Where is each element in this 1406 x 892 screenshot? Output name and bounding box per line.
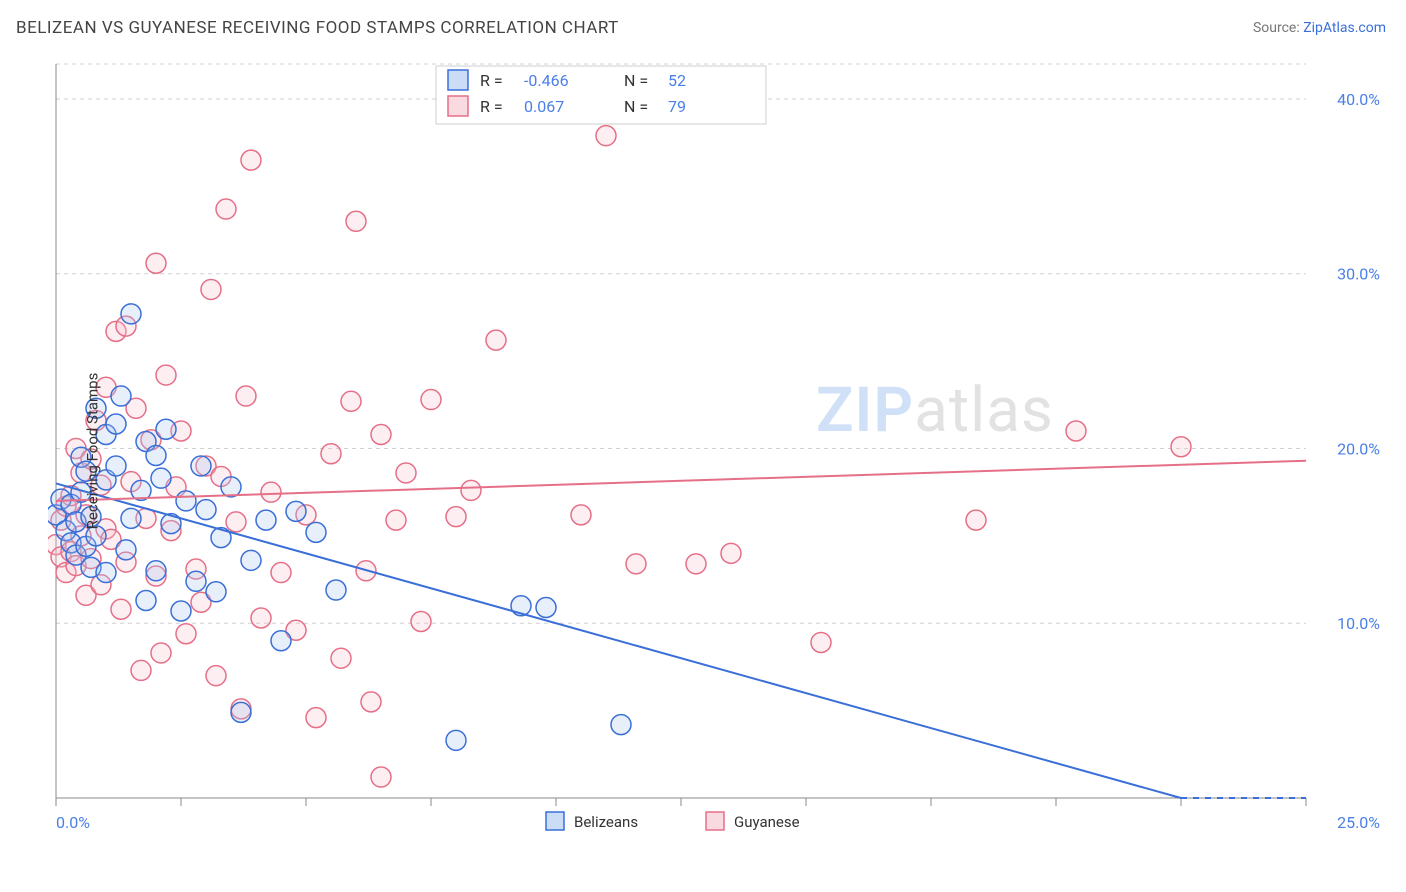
scatter-point-guyanese [216,199,236,219]
scatter-point-guyanese [176,624,196,644]
trendline-belizeans [56,483,1181,798]
scatter-point-guyanese [626,554,646,574]
scatter-point-guyanese [271,563,291,583]
scatter-point-belizeans [146,561,166,581]
scatter-point-guyanese [386,510,406,530]
scatter-point-guyanese [251,608,271,628]
legend-r-label: R = [480,71,503,90]
scatter-point-guyanese [371,767,391,787]
scatter-point-belizeans [96,563,116,583]
scatter-point-belizeans [241,550,261,570]
source-value: ZipAtlas.com [1303,20,1386,36]
scatter-point-guyanese [241,150,261,170]
chart-title: BELIZEAN VS GUYANESE RECEIVING FOOD STAM… [16,18,619,38]
scatter-point-belizeans [136,591,156,611]
scatter-point-guyanese [1066,421,1086,441]
scatter-point-guyanese [966,510,986,530]
scatter-point-belizeans [286,501,306,521]
y-tick-label: 30.0% [1337,265,1380,284]
scatter-point-guyanese [306,708,326,728]
scatter-point-belizeans [106,456,126,476]
scatter-point-guyanese [236,386,256,406]
series-swatch [546,812,564,830]
scatter-point-guyanese [446,507,466,527]
scatter-point-belizeans [156,419,176,439]
scatter-point-belizeans [221,477,241,497]
correlation-scatter-plot: ZIPatlas 0.0% 25.0% 10.0% 20.0% 30.0% 40.0% R =… [48,56,1386,846]
y-axis-label: Receiving Food Stamps [83,373,101,530]
scatter-point-guyanese [131,660,151,680]
scatter-point-belizeans [186,571,206,591]
scatter-point-guyanese [421,390,441,410]
scatter-point-belizeans [106,414,126,434]
legend-swatch-belizeans [448,70,468,90]
scatter-point-belizeans [116,540,136,560]
scatter-point-belizeans [176,491,196,511]
scatter-point-belizeans [611,715,631,735]
scatter-point-guyanese [361,692,381,712]
x-tick-label: 0.0% [56,813,90,832]
scatter-point-belizeans [231,702,251,722]
scatter-point-guyanese [146,253,166,273]
scatter-point-guyanese [486,330,506,350]
scatter-point-belizeans [206,582,226,602]
scatter-point-guyanese [571,505,591,525]
y-tick-label: 20.0% [1337,439,1380,458]
scatter-point-guyanese [321,444,341,464]
scatter-point-guyanese [721,543,741,563]
series-swatch [706,812,724,830]
scatter-point-guyanese [151,643,171,663]
legend-n-label: N = [624,97,648,116]
y-tick-label: 40.0% [1337,90,1380,109]
legend-n-value: 52 [668,71,686,90]
watermark: ZIPatlas [816,374,1054,447]
scatter-point-belizeans [326,580,346,600]
x-tick-label: 25.0% [1337,813,1380,832]
scatter-point-belizeans [111,386,131,406]
scatter-point-guyanese [261,482,281,502]
scatter-point-guyanese [686,554,706,574]
scatter-point-guyanese [396,463,416,483]
series-label: Guyanese [734,813,800,831]
scatter-point-guyanese [1171,437,1191,457]
scatter-point-guyanese [411,611,431,631]
scatter-point-guyanese [811,632,831,652]
legend-r-label: R = [480,97,503,116]
scatter-point-guyanese [331,648,351,668]
source-label: Source: [1253,20,1303,36]
trendline-guyanese [56,461,1306,501]
scatter-point-belizeans [121,304,141,324]
legend-r-value: 0.067 [524,97,564,116]
source-credit: Source: ZipAtlas.com [1253,20,1386,36]
legend-n-label: N = [624,71,648,90]
legend-r-value: -0.466 [524,71,569,90]
scatter-point-belizeans [271,631,291,651]
scatter-point-guyanese [111,599,131,619]
scatter-point-belizeans [306,522,326,542]
series-label: Belizeans [574,813,638,831]
scatter-point-belizeans [446,730,466,750]
scatter-point-guyanese [461,480,481,500]
y-tick-label: 10.0% [1337,614,1380,633]
scatter-point-belizeans [191,456,211,476]
scatter-point-guyanese [156,365,176,385]
scatter-point-guyanese [346,211,366,231]
scatter-point-guyanese [201,279,221,299]
scatter-point-belizeans [171,601,191,621]
scatter-point-guyanese [206,666,226,686]
scatter-point-belizeans [121,508,141,528]
scatter-point-guyanese [371,424,391,444]
scatter-point-guyanese [596,126,616,146]
scatter-point-belizeans [536,598,556,618]
scatter-point-guyanese [341,391,361,411]
legend-n-value: 79 [668,97,686,116]
scatter-point-belizeans [146,445,166,465]
scatter-point-belizeans [256,510,276,530]
scatter-point-belizeans [151,468,171,488]
legend-swatch-guyanese [448,96,468,116]
scatter-point-guyanese [226,512,246,532]
scatter-point-belizeans [196,500,216,520]
